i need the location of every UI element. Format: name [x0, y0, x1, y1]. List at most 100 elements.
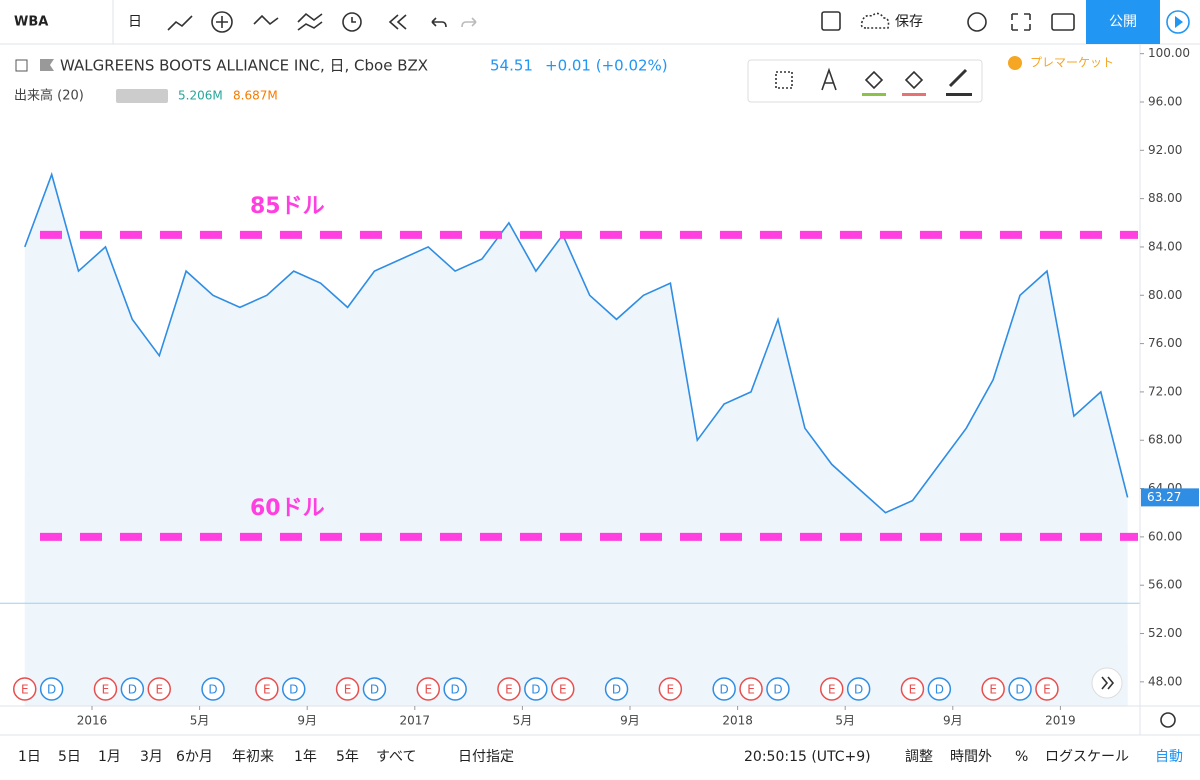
y-tick-label: 48.00	[1148, 674, 1182, 688]
event-marker	[846, 677, 871, 701]
compare-icon[interactable]	[253, 14, 279, 26]
volume-ma: 8.687M	[233, 89, 278, 103]
event-label: E	[559, 683, 567, 697]
fill-swatch	[862, 93, 886, 96]
replay-icon[interactable]	[388, 14, 407, 30]
interval[interactable]: 日	[128, 14, 142, 30]
x-tick-label: 5月	[190, 714, 210, 728]
indicator-icon[interactable]	[211, 11, 233, 33]
event-marker	[335, 677, 360, 701]
scroll-icon	[1101, 676, 1115, 690]
pen-icon[interactable]	[948, 68, 968, 88]
range-button[interactable]: すべて	[376, 749, 416, 765]
range-button[interactable]: 3月	[140, 749, 163, 765]
publish[interactable]: 公開	[1109, 14, 1137, 30]
play-icon[interactable]	[1166, 10, 1190, 34]
y-tick-label: 76.00	[1148, 336, 1182, 350]
bg-swatch	[902, 93, 926, 96]
range-button[interactable]: 6か月	[176, 749, 213, 765]
volume-value: 5.206M	[178, 89, 223, 103]
template-icon[interactable]	[297, 12, 323, 31]
redo-icon[interactable]	[461, 17, 477, 28]
premarket-icon	[1008, 56, 1022, 70]
scale-button[interactable]: 調整	[905, 749, 933, 765]
last-price-badge	[1141, 488, 1199, 507]
x-tick-label: 2018	[722, 714, 753, 728]
event-marker	[927, 677, 952, 701]
y-tick-label: 92.00	[1148, 143, 1182, 157]
event-marker	[416, 677, 440, 701]
fill-icon[interactable]	[864, 70, 884, 90]
level-label: 85ドル	[250, 194, 325, 219]
event-label: D	[531, 683, 540, 697]
event-marker	[13, 677, 37, 701]
event-label: E	[505, 683, 513, 697]
event-label: D	[720, 683, 729, 697]
scale-button[interactable]: 時間外	[950, 749, 992, 765]
x-tick-label: 2019	[1045, 714, 1076, 728]
bg-icon[interactable]	[904, 70, 924, 90]
change: +0.01 (+0.02%)	[545, 57, 668, 75]
event-marker	[39, 677, 64, 701]
event-marker	[255, 677, 279, 701]
event-label: E	[1043, 683, 1051, 697]
range-button[interactable]: 1月	[98, 749, 121, 765]
toolbar	[0, 0, 1200, 44]
text-icon[interactable]	[821, 67, 837, 91]
event-label: D	[451, 683, 460, 697]
scale-button[interactable]: %	[1015, 749, 1028, 765]
cloud-icon[interactable]	[860, 12, 890, 29]
range-button[interactable]: 1年	[294, 749, 317, 765]
premarket: プレマーケット	[1030, 56, 1114, 70]
event-label: E	[263, 683, 271, 697]
snapshot-icon[interactable]	[1051, 13, 1075, 31]
pen-swatch	[946, 93, 972, 96]
event-label: D	[289, 683, 298, 697]
axis-settings-icon[interactable]	[1160, 712, 1176, 728]
flag-icon[interactable]	[40, 59, 54, 71]
last-price-label: 63.27	[1147, 490, 1181, 504]
symbol[interactable]: WBA	[14, 15, 48, 30]
level-label: 60ドル	[250, 496, 325, 521]
event-label: E	[909, 683, 917, 697]
event-marker	[1035, 677, 1059, 701]
event-label: E	[424, 683, 432, 697]
scale-button[interactable]: 自動	[1155, 749, 1183, 765]
event-label: D	[370, 683, 379, 697]
alert-icon[interactable]	[342, 12, 362, 32]
clock: 20:50:15 (UTC+9)	[744, 749, 871, 765]
x-tick-label: 9月	[297, 714, 317, 728]
publish-button[interactable]	[1086, 0, 1160, 44]
event-marker	[820, 677, 844, 701]
fullscreen-icon[interactable]	[1011, 13, 1031, 31]
volume-icons[interactable]	[116, 89, 168, 103]
event-label: E	[747, 683, 755, 697]
settings-icon[interactable]	[967, 12, 987, 32]
event-label: D	[1015, 683, 1024, 697]
event-label: D	[612, 683, 621, 697]
x-tick-label: 2016	[77, 714, 108, 728]
event-label: D	[773, 683, 782, 697]
event-marker	[120, 677, 145, 701]
chart-type-icon[interactable]	[167, 15, 193, 31]
date-range[interactable]: 日付指定	[458, 749, 514, 765]
event-marker	[443, 677, 467, 701]
event-marker	[739, 677, 763, 701]
range-button[interactable]: 5日	[58, 749, 81, 765]
undo-icon[interactable]	[431, 17, 447, 28]
scale-button[interactable]: ログスケール	[1045, 749, 1129, 765]
line-style-icon[interactable]	[775, 71, 793, 89]
range-button[interactable]: 1日	[18, 749, 41, 765]
event-label: D	[128, 683, 137, 697]
collapse-icon[interactable]	[15, 59, 28, 72]
range-button[interactable]: 年初来	[232, 748, 274, 765]
play-triangle	[1175, 16, 1183, 28]
range-button[interactable]: 5年	[336, 749, 359, 765]
save[interactable]: 保存	[895, 14, 923, 30]
drawing-toolbar	[747, 59, 983, 103]
y-tick-label: 96.00	[1148, 94, 1182, 108]
price: 54.51	[490, 57, 533, 75]
event-label: E	[155, 683, 163, 697]
layout-icon[interactable]	[821, 11, 841, 31]
